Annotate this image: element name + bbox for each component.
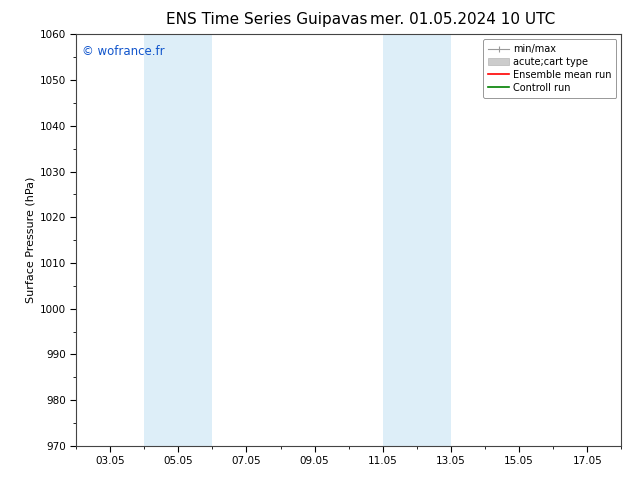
Legend: min/max, acute;cart type, Ensemble mean run, Controll run: min/max, acute;cart type, Ensemble mean … xyxy=(483,39,616,98)
Text: © wofrance.fr: © wofrance.fr xyxy=(82,45,164,58)
Bar xyxy=(383,34,451,446)
Bar xyxy=(144,34,212,446)
Y-axis label: Surface Pressure (hPa): Surface Pressure (hPa) xyxy=(25,177,36,303)
Text: mer. 01.05.2024 10 UTC: mer. 01.05.2024 10 UTC xyxy=(370,12,555,27)
Text: ENS Time Series Guipavas: ENS Time Series Guipavas xyxy=(165,12,367,27)
